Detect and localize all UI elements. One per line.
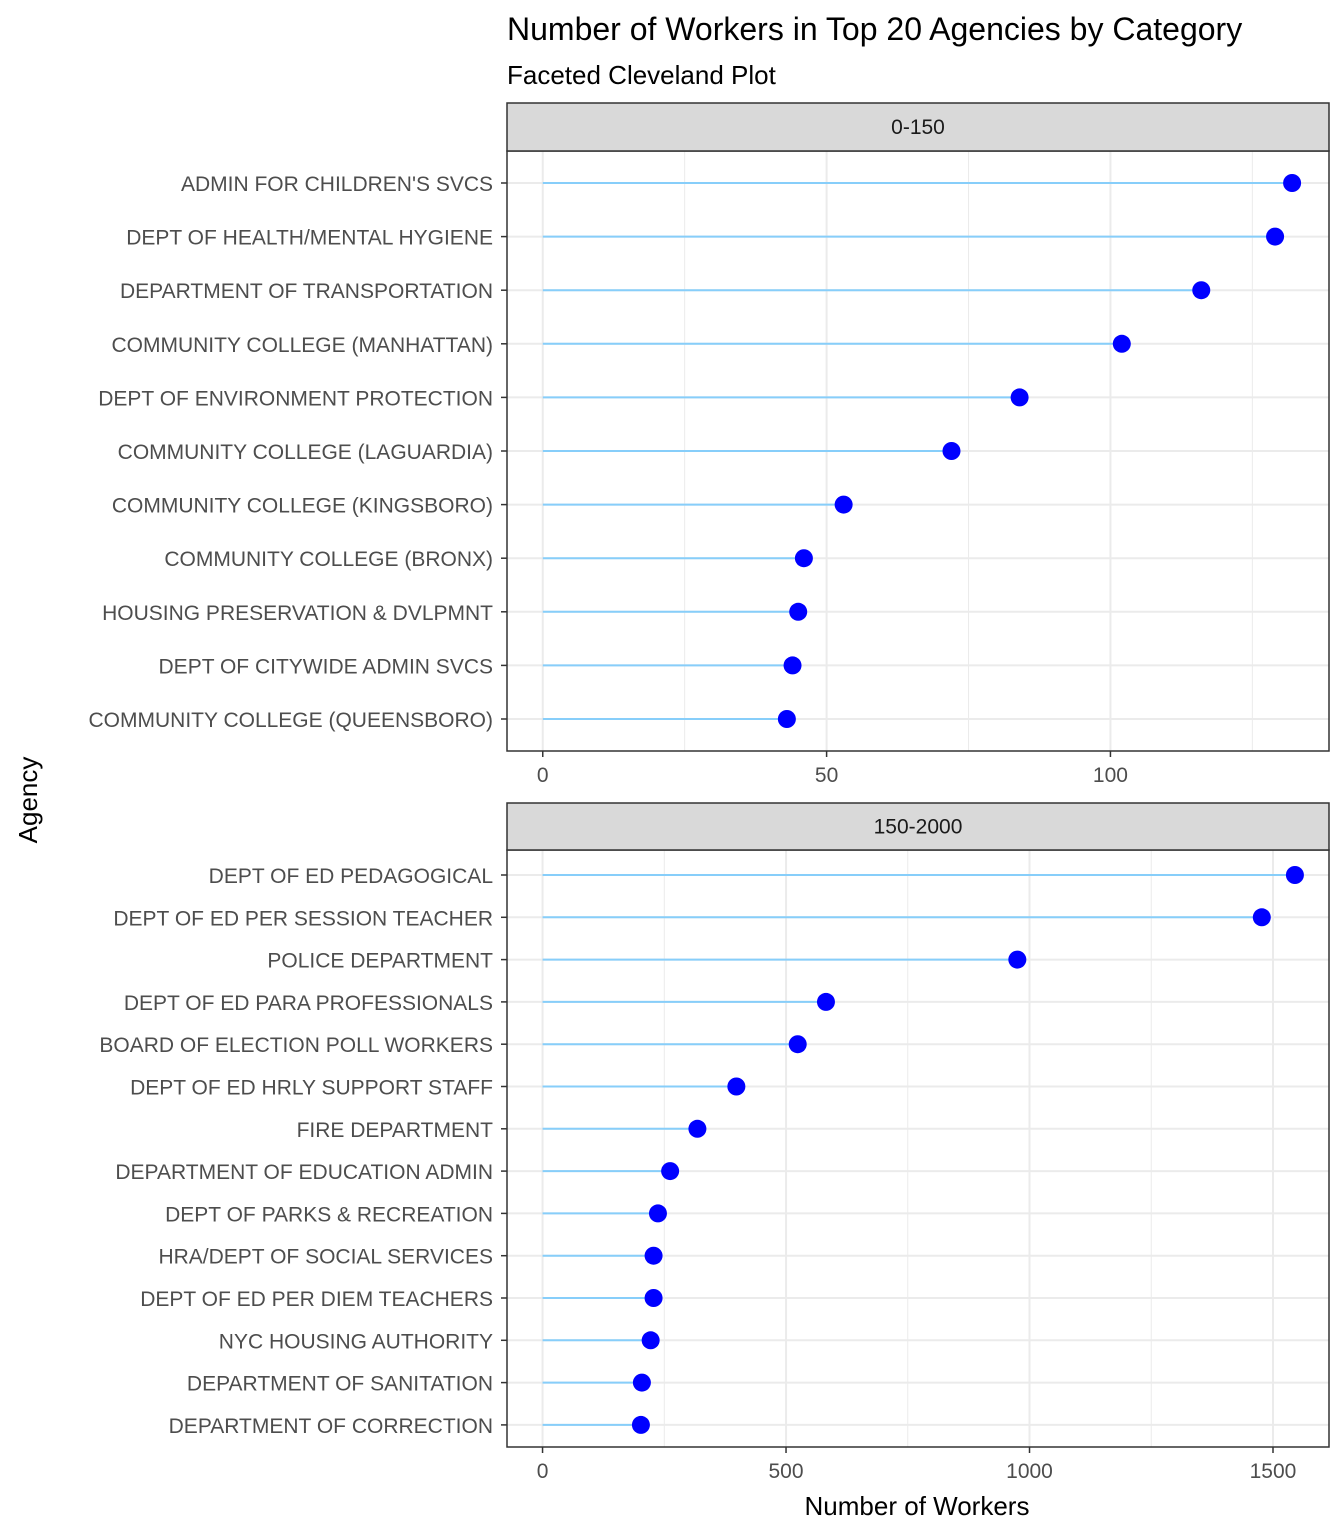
data-point [1008, 950, 1027, 969]
y-tick-label: HRA/DEPT OF SOCIAL SERVICES [158, 1246, 493, 1269]
y-tick-label: DEPARTMENT OF TRANSPORTATION [120, 280, 493, 303]
y-tick-label: HOUSING PRESERVATION & DVLPMNT [102, 602, 493, 625]
data-point [1192, 281, 1211, 300]
data-point [1266, 227, 1285, 246]
data-point [641, 1331, 660, 1350]
facet-strip [506, 102, 1330, 152]
x-tick-label: 0 [537, 764, 549, 787]
data-point [727, 1077, 746, 1096]
facet-panel-150-2000: 150-2000 DEPT OF ED PEDAGOGICAL DEPT OF ED… [99, 802, 1330, 1483]
y-tick-label: COMMUNITY COLLEGE (KINGSBORO) [112, 495, 493, 518]
y-tick-label: DEPARTMENT OF SANITATION [187, 1373, 493, 1396]
y-tick-label: DEPT OF CITYWIDE ADMIN SVCS [159, 655, 493, 678]
data-point [816, 992, 835, 1011]
data-point [942, 442, 961, 460]
y-tick-label: POLICE DEPARTMENT [267, 950, 493, 973]
y-tick-label: NYC HOUSING AUTHORITY [219, 1330, 493, 1353]
data-point [661, 1162, 680, 1181]
y-tick-label: DEPT OF ED PARA PROFESSIONALS [124, 992, 493, 1015]
facet-strip-label: 150-2000 [874, 816, 963, 839]
y-tick-label: DEPT OF HEALTH/MENTAL HYGIENE [126, 227, 493, 250]
data-point [648, 1204, 667, 1223]
y-tick-label: COMMUNITY COLLEGE (QUEENSBORO) [89, 709, 494, 732]
x-tick-label: 50 [815, 764, 838, 787]
x-axis-title: Number of Workers [805, 1491, 1030, 1521]
y-tick-label: ADMIN FOR CHILDREN'S SVCS [181, 173, 493, 196]
y-tick-label: COMMUNITY COLLEGE (LAGUARDIA) [118, 441, 493, 464]
x-tick-label: 500 [769, 1460, 804, 1483]
y-tick-label: DEPT OF ED PEDAGOGICAL [209, 865, 493, 888]
x-tick-label: 1500 [1250, 1460, 1297, 1483]
y-tick-label: BOARD OF ELECTION POLL WORKERS [99, 1034, 493, 1057]
x-tick-label: 100 [1093, 764, 1128, 787]
data-point [1283, 174, 1302, 192]
chart-title: Number of Workers in Top 20 Agencies by … [507, 11, 1242, 47]
facet-panel-0-150: 0-150 ADMIN FOR CHILDREN'S SVCS DEPT OF HE… [89, 102, 1330, 787]
data-point [777, 710, 796, 728]
data-point [783, 656, 802, 675]
data-point [632, 1373, 651, 1392]
y-tick-label: DEPT OF PARKS & RECREATION [165, 1203, 493, 1226]
data-point [644, 1289, 663, 1307]
data-point [1112, 334, 1131, 353]
data-point [834, 495, 853, 514]
y-tick-label: COMMUNITY COLLEGE (BRONX) [164, 548, 493, 571]
data-point [644, 1246, 663, 1265]
y-tick-label: DEPT OF ED PER DIEM TEACHERS [140, 1288, 493, 1311]
panel-background [507, 850, 1329, 1447]
y-tick-label: COMMUNITY COLLEGE (MANHATTAN) [111, 334, 493, 357]
y-tick-label: DEPARTMENT OF EDUCATION ADMIN [115, 1161, 493, 1184]
y-tick-label: DEPT OF ED PER SESSION TEACHER [113, 907, 493, 930]
chart-subtitle: Faceted Cleveland Plot [507, 60, 777, 90]
data-point [688, 1119, 707, 1138]
data-point [1285, 866, 1304, 884]
data-point [1010, 388, 1029, 407]
y-tick-label: DEPT OF ENVIRONMENT PROTECTION [98, 387, 493, 410]
data-point [788, 1035, 807, 1054]
x-tick-label: 0 [537, 1460, 549, 1483]
y-tick-label: DEPARTMENT OF CORRECTION [169, 1415, 493, 1438]
data-point [789, 602, 808, 621]
x-tick-label: 1000 [1006, 1460, 1053, 1483]
data-point [794, 549, 813, 568]
data-point [1252, 908, 1271, 927]
facet-strip-label: 0-150 [891, 116, 945, 139]
data-point [631, 1415, 650, 1434]
y-axis-title: Agency [13, 757, 43, 844]
facet-strip [506, 802, 1330, 851]
y-tick-label: DEPT OF ED HRLY SUPPORT STAFF [130, 1077, 493, 1100]
y-tick-label: FIRE DEPARTMENT [297, 1119, 494, 1142]
